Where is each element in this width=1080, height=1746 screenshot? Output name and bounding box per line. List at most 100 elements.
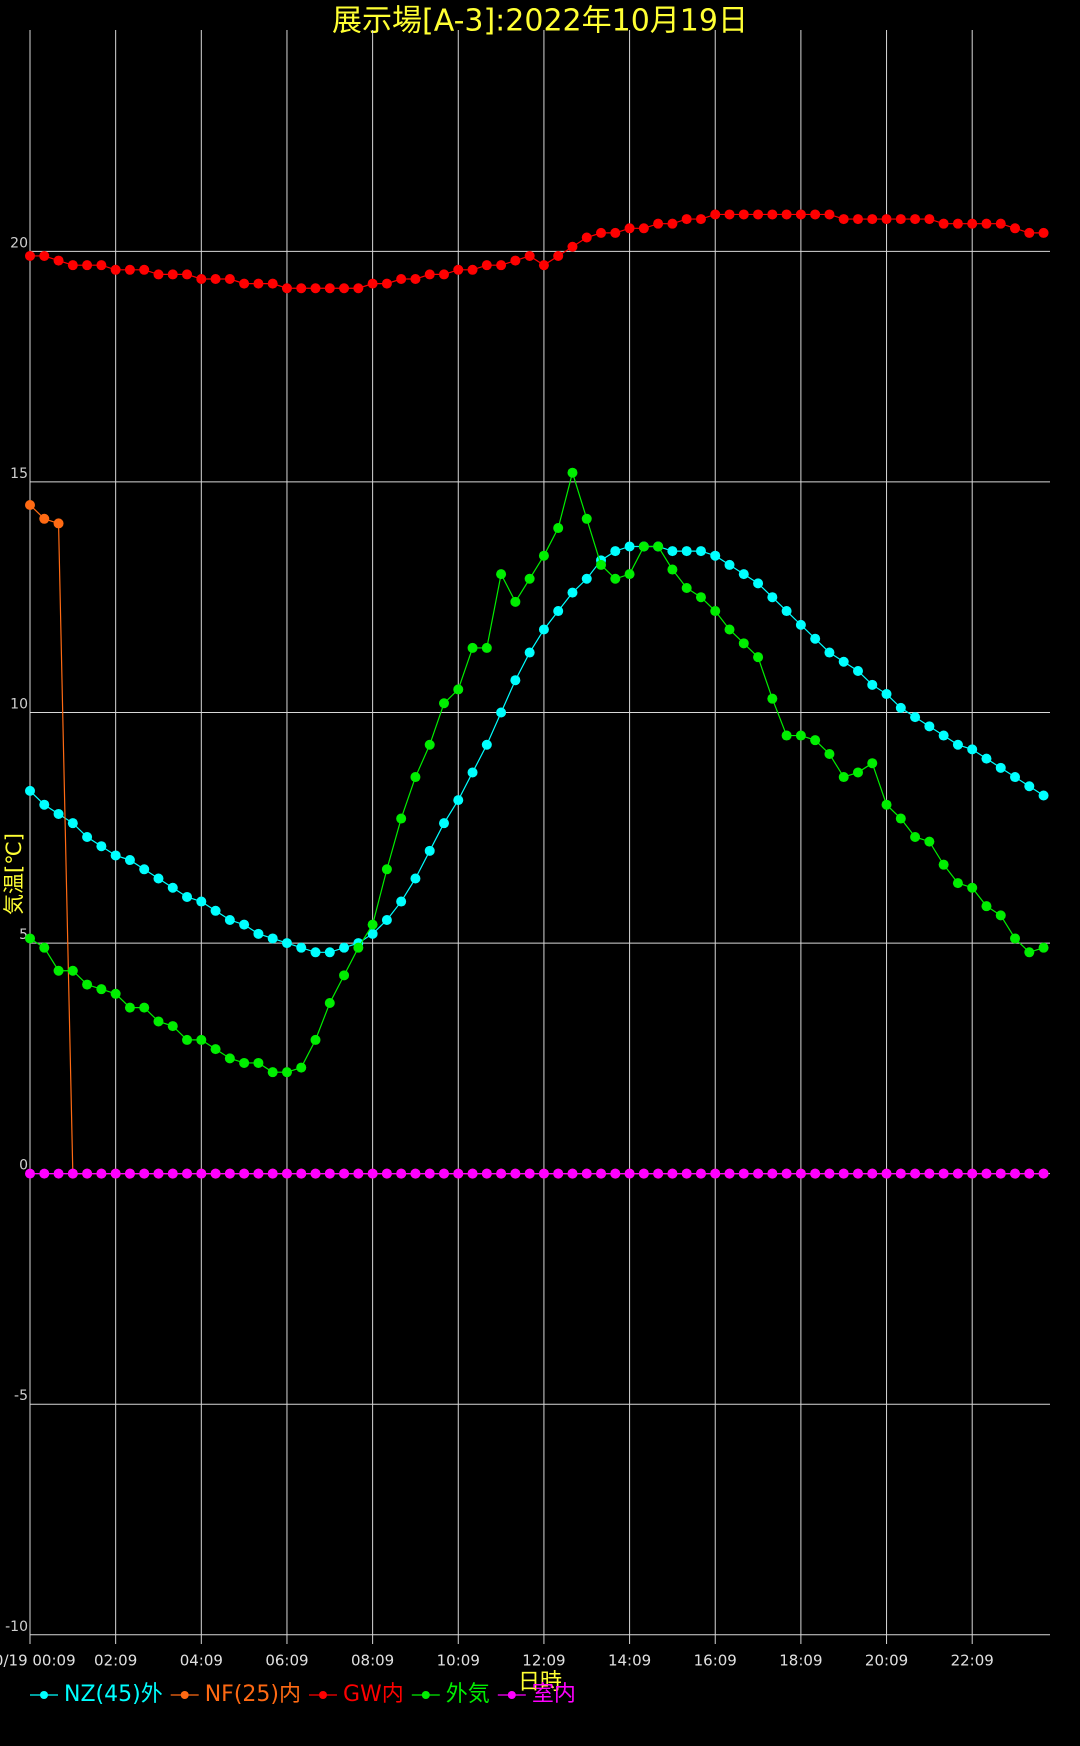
data-point	[681, 582, 692, 593]
data-point	[25, 1168, 35, 1179]
data-point	[496, 1168, 507, 1179]
data-point	[96, 1168, 107, 1179]
data-point	[310, 1034, 321, 1045]
series	[25, 209, 1049, 294]
data-point	[210, 1044, 221, 1055]
data-point	[767, 592, 778, 603]
data-point	[938, 218, 949, 229]
data-point	[481, 260, 492, 271]
data-point	[182, 1034, 193, 1045]
data-point	[353, 942, 364, 953]
data-point	[881, 214, 892, 225]
data-point	[453, 1168, 464, 1179]
data-point	[881, 689, 892, 700]
data-point	[895, 702, 906, 713]
y-tick-label: 15	[10, 466, 28, 482]
data-point	[1024, 781, 1035, 792]
data-point	[581, 232, 592, 243]
data-point	[653, 218, 664, 229]
data-point	[695, 592, 706, 603]
data-point	[681, 546, 692, 557]
data-point	[924, 836, 935, 847]
data-point	[1024, 1168, 1035, 1179]
data-point	[25, 785, 35, 796]
data-point	[624, 1168, 635, 1179]
data-point	[410, 772, 421, 783]
data-point	[53, 965, 64, 976]
legend-marker	[180, 1691, 189, 1699]
data-point	[681, 1168, 692, 1179]
data-point	[767, 209, 778, 220]
data-point	[952, 218, 963, 229]
data-point	[538, 624, 549, 635]
data-point	[381, 915, 392, 926]
data-point	[339, 970, 350, 981]
data-point	[496, 707, 507, 718]
data-point	[852, 767, 863, 778]
data-point	[724, 209, 735, 220]
legend-marker	[421, 1691, 430, 1699]
data-point	[753, 652, 764, 663]
y-axis-label: 気温[℃]	[2, 833, 26, 915]
data-point	[767, 1168, 778, 1179]
data-point	[895, 813, 906, 824]
y-tick-label: 10	[10, 696, 28, 712]
data-point	[795, 619, 806, 630]
data-point	[196, 1168, 207, 1179]
data-point	[795, 209, 806, 220]
data-point	[253, 928, 264, 939]
data-point	[938, 1168, 949, 1179]
data-point	[467, 767, 478, 778]
data-point	[981, 1168, 992, 1179]
legend-marker	[507, 1691, 516, 1699]
data-point	[596, 559, 607, 570]
data-point	[538, 550, 549, 561]
data-point	[995, 762, 1006, 773]
data-point	[424, 845, 435, 856]
data-point	[96, 984, 107, 995]
data-point	[710, 550, 721, 561]
y-tick-label: -5	[14, 1388, 28, 1404]
data-point	[438, 698, 449, 709]
data-point	[1024, 947, 1035, 958]
data-point	[39, 250, 50, 261]
data-point	[810, 735, 821, 746]
data-point	[296, 283, 307, 294]
data-point	[596, 1168, 607, 1179]
data-point	[481, 739, 492, 750]
data-point	[510, 1168, 521, 1179]
data-point	[1010, 223, 1021, 234]
x-tick-label: 12:09	[522, 1652, 565, 1670]
data-point	[210, 1168, 221, 1179]
data-point	[353, 283, 364, 294]
data-point	[924, 214, 935, 225]
data-point	[353, 1168, 364, 1179]
data-point	[253, 1057, 264, 1068]
data-point	[1010, 933, 1021, 944]
data-point	[738, 638, 749, 649]
data-point	[567, 587, 578, 598]
data-point	[82, 979, 93, 990]
data-point	[667, 564, 678, 575]
data-point	[324, 1168, 335, 1179]
data-point	[453, 264, 464, 275]
data-point	[239, 919, 250, 930]
data-point	[182, 1168, 193, 1179]
data-point	[182, 891, 193, 902]
data-point	[553, 250, 564, 261]
data-point	[1038, 942, 1049, 953]
data-point	[96, 260, 107, 271]
data-point	[453, 684, 464, 695]
data-point	[267, 1067, 278, 1078]
data-point	[824, 209, 835, 220]
data-point	[695, 1168, 706, 1179]
data-point	[810, 1168, 821, 1179]
data-point	[867, 679, 878, 690]
data-point	[567, 241, 578, 252]
data-point	[53, 255, 64, 266]
data-point	[724, 559, 735, 570]
data-point	[967, 744, 978, 755]
data-point	[681, 214, 692, 225]
x-tick-label: 14:09	[608, 1652, 651, 1670]
